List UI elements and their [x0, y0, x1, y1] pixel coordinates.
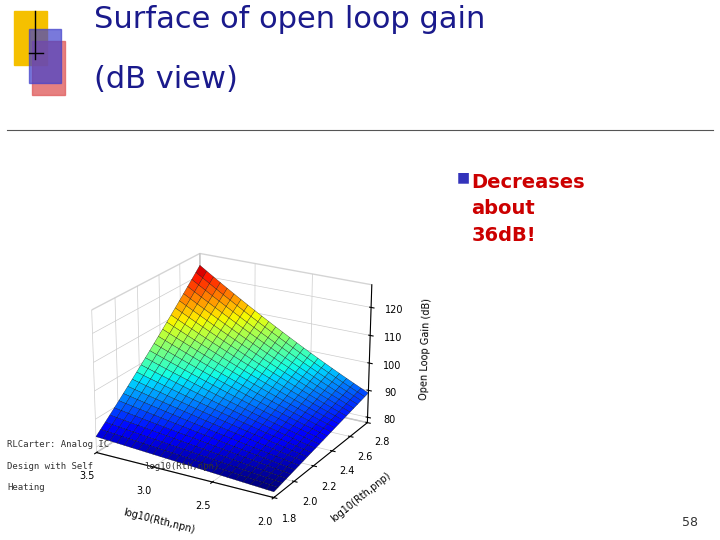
- Text: Decreases
about
36dB!: Decreases about 36dB!: [472, 173, 585, 245]
- X-axis label: log10(Rth,npn): log10(Rth,npn): [122, 508, 197, 536]
- Text: Surface of open loop gain: Surface of open loop gain: [94, 5, 485, 35]
- Bar: [29, 29, 61, 83]
- Text: RLCarter: Analog IC: RLCarter: Analog IC: [7, 440, 109, 449]
- Text: 58: 58: [683, 516, 698, 529]
- Text: Design with Self: Design with Self: [7, 462, 93, 471]
- Text: ■: ■: [457, 170, 470, 184]
- Text: log10(Rth,npn): log10(Rth,npn): [144, 462, 220, 471]
- Bar: [32, 41, 65, 94]
- Y-axis label: log10(Rth,pnp): log10(Rth,pnp): [329, 470, 393, 524]
- Text: (dB view): (dB view): [94, 65, 238, 94]
- Text: Heating: Heating: [7, 483, 45, 492]
- Bar: [14, 11, 47, 65]
